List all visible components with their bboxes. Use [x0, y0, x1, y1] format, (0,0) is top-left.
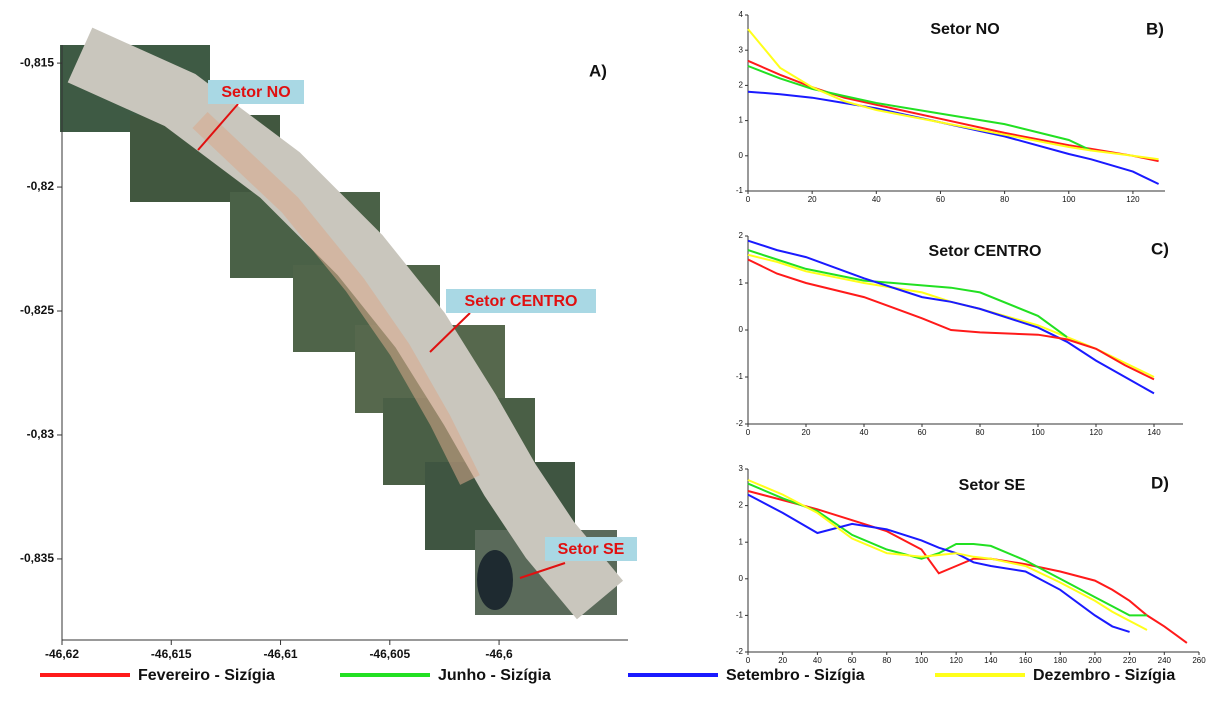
y-tick-label: 3 [739, 464, 744, 473]
x-tick-label: 80 [1000, 195, 1009, 204]
x-tick-label: 20 [778, 656, 787, 665]
y-tick-label: 0 [739, 151, 744, 160]
y-tick-label: -1 [736, 186, 744, 195]
series-line [747, 239, 1155, 395]
series-line [747, 28, 1159, 161]
label-background [545, 537, 637, 561]
x-tick-label: 120 [1126, 195, 1140, 204]
series-line [747, 482, 1147, 617]
x-tick-label: 60 [848, 656, 857, 665]
y-tick-label: -0,825 [20, 303, 54, 317]
y-tick-label: -0,835 [20, 551, 54, 565]
sector-label: Setor SE [558, 541, 625, 558]
y-tick-label: -0,815 [20, 55, 54, 69]
series-line [747, 490, 1188, 644]
y-tick-label: 3 [739, 45, 744, 54]
x-tick-label: 100 [1031, 428, 1045, 437]
y-tick-label: 1 [739, 116, 744, 125]
panel-label: B) [1146, 19, 1164, 38]
x-tick-label: 120 [949, 656, 963, 665]
x-tick-label: 200 [1088, 656, 1102, 665]
y-tick-label: -0,82 [27, 179, 55, 193]
x-tick-label: 80 [976, 428, 985, 437]
x-tick-label: 40 [872, 195, 881, 204]
x-tick-label: -46,605 [369, 647, 410, 661]
x-tick-label: 260 [1192, 656, 1206, 665]
x-tick-label: 140 [1147, 428, 1161, 437]
label-background [446, 289, 596, 313]
panel-label: C) [1151, 239, 1169, 258]
series-line [747, 249, 1068, 338]
x-tick-label: 160 [1019, 656, 1033, 665]
chart-title: Setor CENTRO [929, 243, 1042, 260]
leader-line [197, 103, 239, 151]
series-line [747, 59, 1159, 163]
x-tick-label: 0 [746, 428, 751, 437]
y-tick-label: 0 [739, 325, 744, 334]
x-tick-label: 20 [808, 195, 817, 204]
sector-label: Setor CENTRO [465, 293, 578, 310]
y-tick-label: 2 [739, 81, 744, 90]
series-line [747, 258, 1155, 381]
x-tick-label: 40 [813, 656, 822, 665]
series-line [747, 479, 1148, 631]
x-tick-label: 180 [1054, 656, 1068, 665]
x-tick-label: -46,615 [151, 647, 192, 661]
legend-label: Setembro - Sizígia [726, 667, 865, 684]
x-tick-label: 240 [1158, 656, 1172, 665]
y-tick-label: 2 [739, 501, 744, 510]
y-tick-label: 2 [739, 231, 744, 240]
x-tick-label: 60 [936, 195, 945, 204]
legend-label: Fevereiro - Sizígia [138, 667, 275, 684]
y-tick-label: -1 [736, 372, 744, 381]
x-tick-label: 220 [1123, 656, 1137, 665]
x-tick-label: 0 [746, 656, 751, 665]
legend-label: Junho - Sizígia [438, 667, 551, 684]
chart-title: Setor NO [930, 21, 999, 38]
x-tick-label: 0 [746, 195, 751, 204]
sector-label: Setor NO [221, 84, 290, 101]
x-tick-label: 20 [802, 428, 811, 437]
y-tick-label: 4 [739, 10, 744, 19]
x-tick-label: 120 [1089, 428, 1103, 437]
y-tick-label: 1 [739, 278, 744, 287]
y-tick-label: 0 [739, 574, 744, 583]
y-tick-label: -2 [736, 647, 744, 656]
chart-title: Setor SE [959, 477, 1026, 494]
x-tick-label: 140 [984, 656, 998, 665]
leader-line [429, 312, 471, 353]
x-tick-label: -46,61 [264, 647, 298, 661]
x-tick-label: 40 [860, 428, 869, 437]
panel-label: D) [1151, 473, 1169, 492]
x-tick-label: 100 [915, 656, 929, 665]
x-tick-label: 60 [918, 428, 927, 437]
legend-label: Dezembro - Sizígia [1033, 667, 1175, 684]
panel-label: A) [589, 61, 607, 80]
label-background [208, 80, 304, 104]
leader-line [519, 562, 566, 579]
y-tick-label: -2 [736, 419, 744, 428]
series-line [747, 493, 1130, 633]
series-line [747, 90, 1160, 185]
satellite-image [60, 27, 624, 620]
x-tick-label: -46,62 [45, 647, 79, 661]
x-tick-label: 100 [1062, 195, 1076, 204]
series-line [747, 65, 1092, 152]
x-tick-label: 80 [882, 656, 891, 665]
y-tick-label: -1 [736, 611, 744, 620]
y-tick-label: 1 [739, 537, 744, 546]
y-tick-label: -0,83 [27, 427, 55, 441]
x-tick-label: -46,6 [485, 647, 513, 661]
